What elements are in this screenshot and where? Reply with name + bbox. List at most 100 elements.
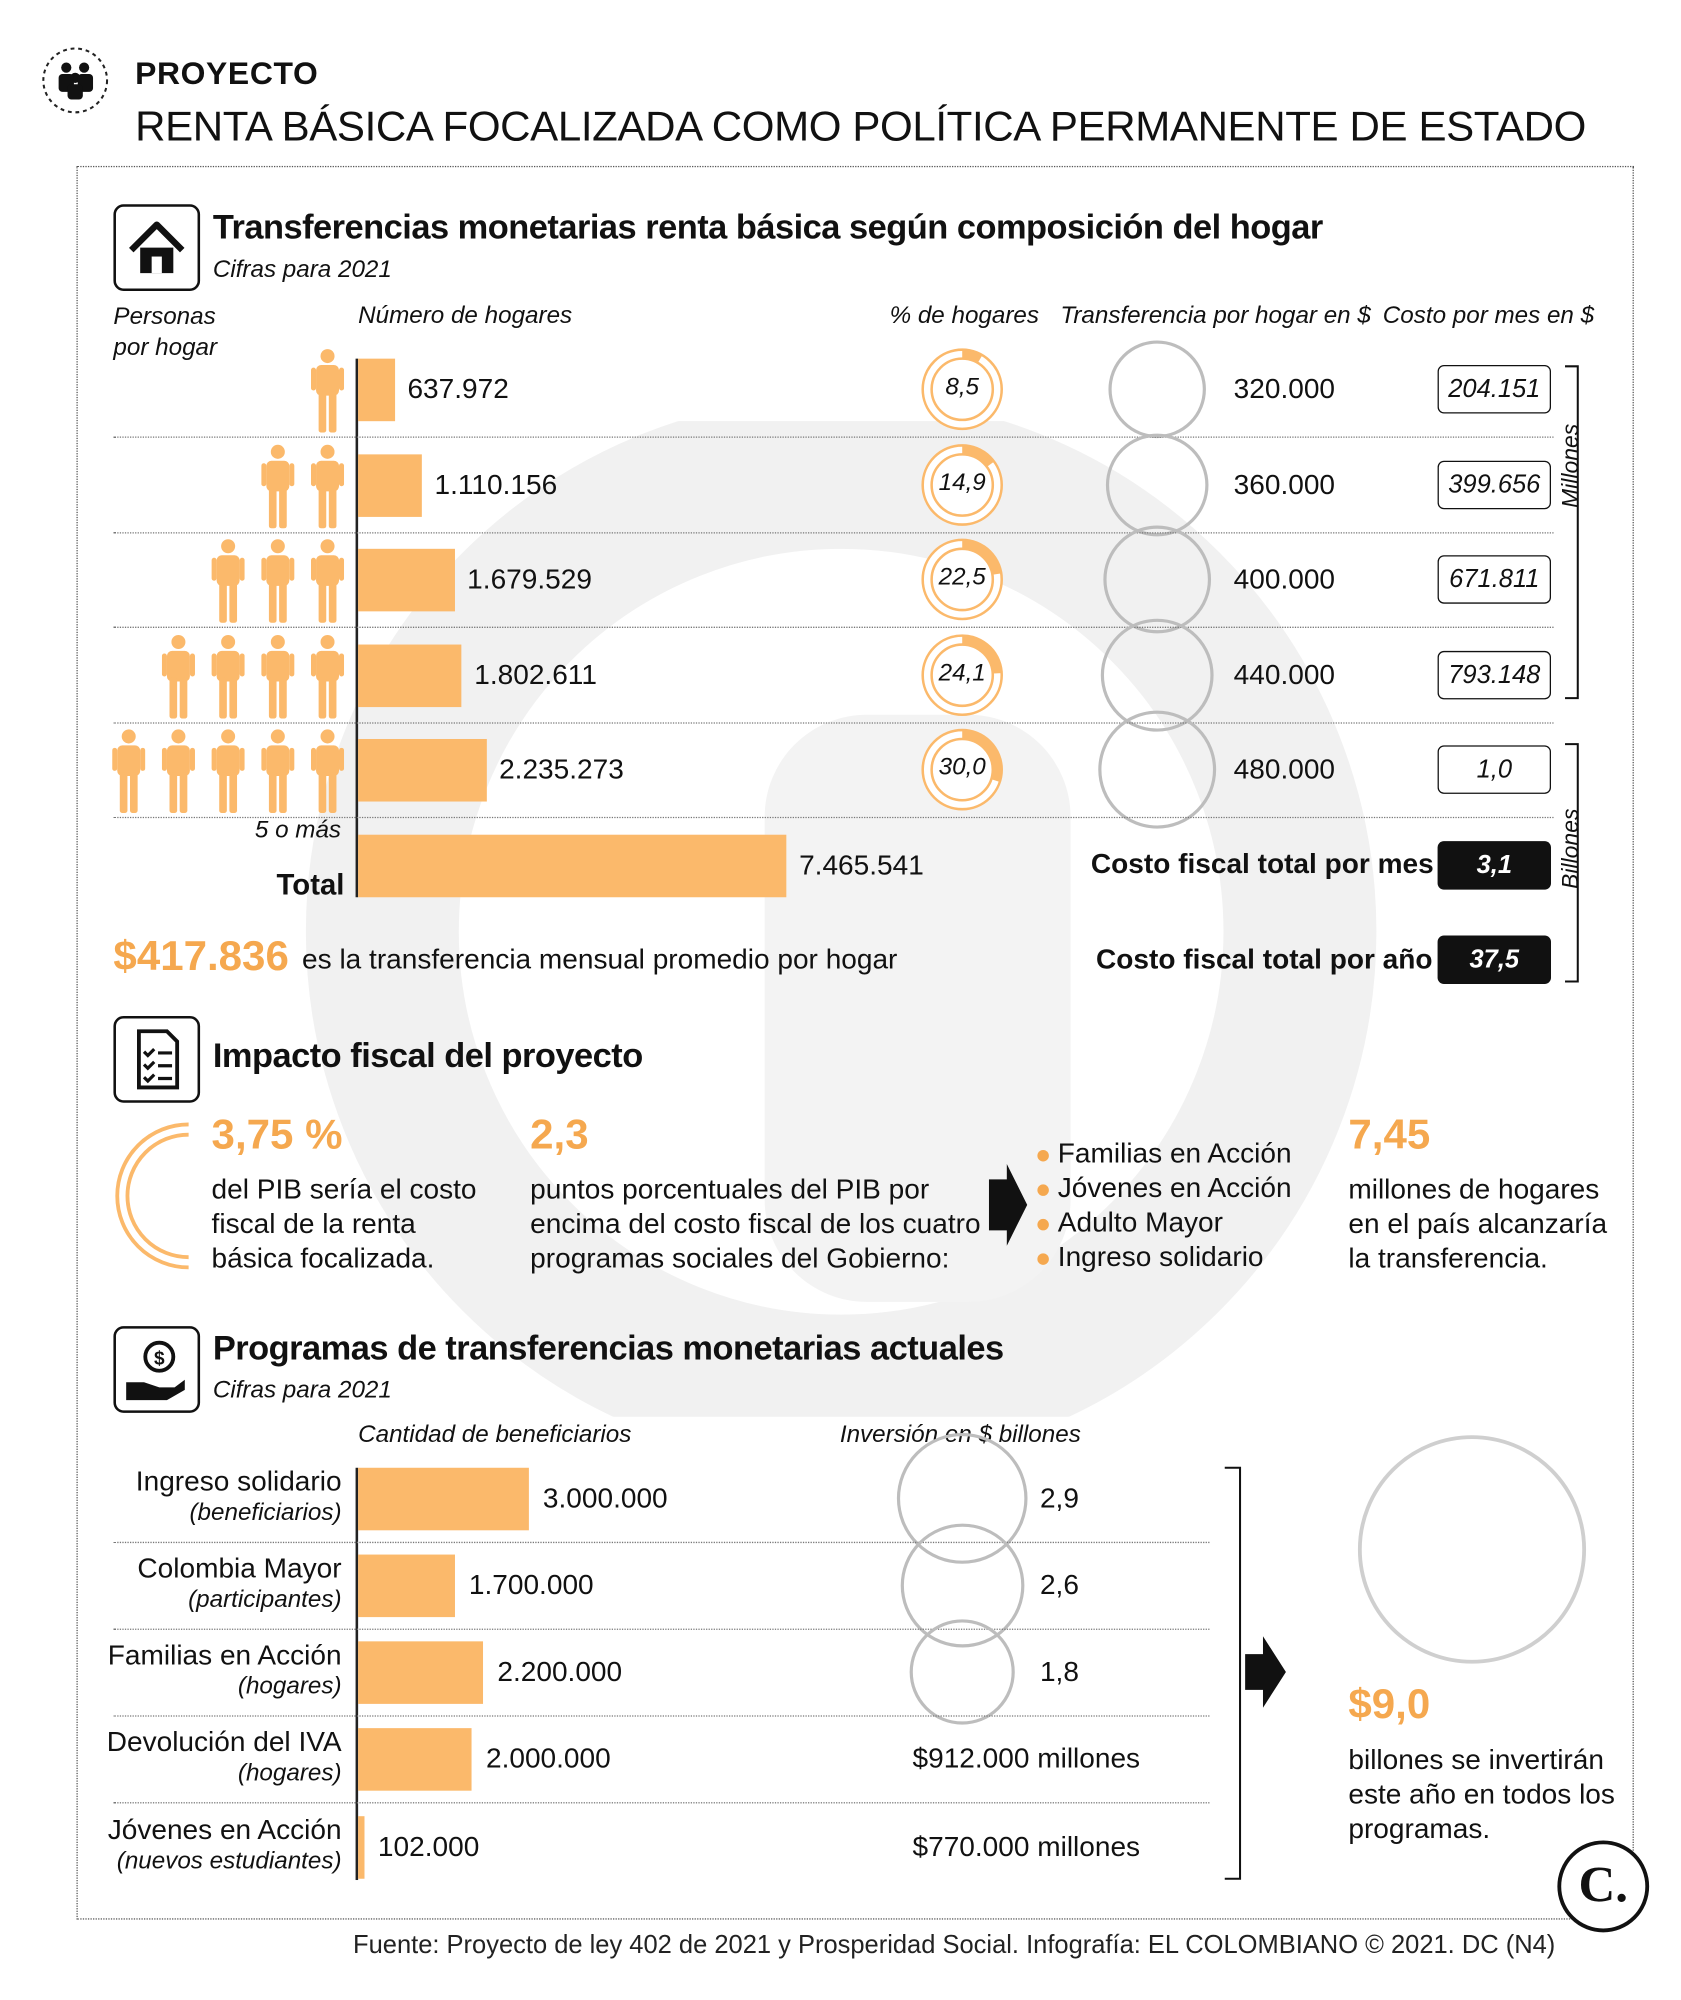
person-icon [211,729,245,814]
stat3-text: millones de hogares en el país alcanzarí… [1348,1172,1608,1274]
program-name: Ingreso solidario [1057,1240,1264,1273]
beneficiary-count-label: 1.700.000 [468,1568,594,1601]
household-bar [358,358,395,422]
person-icon [211,634,245,719]
investment-label: $912.000 millones [912,1742,1141,1775]
unit-brackets [1565,365,1579,983]
monthly-cost-box: 204.151 [1437,365,1552,414]
bullet-dot [1037,1149,1049,1162]
program-label: Colombia Mayor [137,1552,342,1584]
beneficiary-count-label: 2.200.000 [497,1655,623,1688]
investment-label: 2,9 [1039,1481,1079,1514]
transfer-circle [1103,525,1212,634]
row-divider [113,1628,1210,1630]
person-icon [161,729,195,814]
pct-ring [921,444,1003,526]
household-count-label: 7.465.541 [799,848,924,881]
pct-ring [921,538,1003,621]
person-icon [310,444,345,529]
svg-text:$: $ [154,1348,165,1369]
total-investment-text: billones se invertirán este año en todos… [1348,1743,1615,1845]
person-icon [161,634,195,719]
transfer-label: 320.000 [1233,372,1336,405]
col-households: Número de hogares [358,302,573,330]
programs-list: Familias en Acción Jóvenes en Acción Adult… [1037,1136,1292,1274]
header-title: RENTA BÁSICA FOCALIZADA COMO POLÍTICA PE… [135,102,1586,150]
household-count-label: 2.235.273 [499,753,624,785]
investment-circle [900,1523,1025,1648]
avg-text: es la transferencia mensual promedio por… [302,943,898,976]
household-count-label: 1.679.529 [467,562,592,595]
total-bracket [1224,1466,1286,1880]
fiscal-month-label: Costo fiscal total por mes [1090,847,1434,880]
stat3-value: 7,45 [1348,1110,1431,1158]
program-unit-note: (beneficiarios) [189,1499,342,1527]
program-label: Jóvenes en Acción [107,1813,342,1846]
pct-label: 14,9 [938,469,986,497]
person-icon [112,729,146,814]
beneficiary-bar [358,1816,364,1879]
pct-ring [921,728,1003,811]
investment-circle [909,1619,1015,1725]
investment-label: 2,6 [1039,1568,1079,1601]
arc-gauge-icon [115,1122,189,1270]
program-label: Familias en Acción [107,1638,342,1671]
avg-value: $417.836 [113,931,289,979]
col-persons: Personas por hogar [113,303,218,362]
person-icon [310,539,345,623]
investment-circle [896,1432,1028,1564]
transfer-circle [1105,433,1209,537]
program-unit-note: (nuevos estudiantes) [116,1848,342,1875]
beneficiary-bar [358,1467,529,1531]
program-unit-note: (hogares) [237,1673,342,1701]
beneficiary-count-label: 2.000.000 [485,1742,611,1775]
house-icon [113,204,201,292]
pct-ring [921,634,1003,717]
person-icon [310,349,345,433]
row-divider [113,722,1554,724]
unit-billions: Billones [1557,808,1583,889]
program-name: Adulto Mayor [1057,1206,1223,1239]
row-divider [113,626,1554,628]
document-icon [113,1015,201,1103]
row-divider [113,1541,1210,1544]
investment-label: 1,8 [1039,1655,1079,1688]
person-icon [261,539,295,623]
transfer-circle [1098,710,1217,829]
bullet-dot [1037,1184,1049,1196]
section3-title: Programas de transferencias monetarias a… [212,1328,1004,1367]
monthly-cost-box: 399.656 [1437,460,1552,510]
stat2-value: 2,3 [530,1110,589,1158]
household-count-label: 637.972 [407,372,509,405]
program-unit-note: (hogares) [237,1760,342,1787]
fiscal-month-value: 3,1 [1437,841,1552,890]
monthly-cost-box: 671.811 [1437,555,1552,604]
monthly-cost-box: 793.148 [1437,650,1552,700]
investment-label: $770.000 millones [912,1830,1141,1863]
transfer-label: 400.000 [1233,562,1336,595]
section1-axis [355,358,359,898]
transfer-label: 480.000 [1233,753,1336,785]
beneficiary-count-label: 3.000.000 [542,1481,668,1514]
content-frame [76,165,1634,1920]
program-item: Adulto Mayor [1037,1205,1291,1239]
arrow-right-icon [988,1164,1028,1246]
section1-subtitle: Cifras para 2021 [212,256,392,284]
col-transfer: Transferencia por hogar en $ [1060,302,1371,330]
bullet-dot [1037,1252,1049,1265]
row-divider [113,1715,1210,1717]
total-label: Total [276,867,345,902]
program-item: Jóvenes en Acción [1037,1170,1292,1204]
section2-title: Impacto fiscal del proyecto [212,1036,643,1075]
household-bar [358,834,787,898]
source-credit: Fuente: Proyecto de ley 402 de 2021 y Pr… [353,1931,1556,1960]
household-count-label: 1.802.611 [474,658,597,691]
pct-label: 30,0 [938,754,986,782]
person-icon [310,729,345,814]
stat1-text: del PIB sería el costo fiscal de la rent… [211,1172,477,1274]
stat2-text: puntos porcentuales del PIB por encima d… [530,1172,981,1274]
transfer-circle [1100,618,1214,732]
row-divider [113,1802,1210,1804]
pct-label: 24,1 [938,659,986,687]
beneficiary-bar [358,1728,472,1791]
